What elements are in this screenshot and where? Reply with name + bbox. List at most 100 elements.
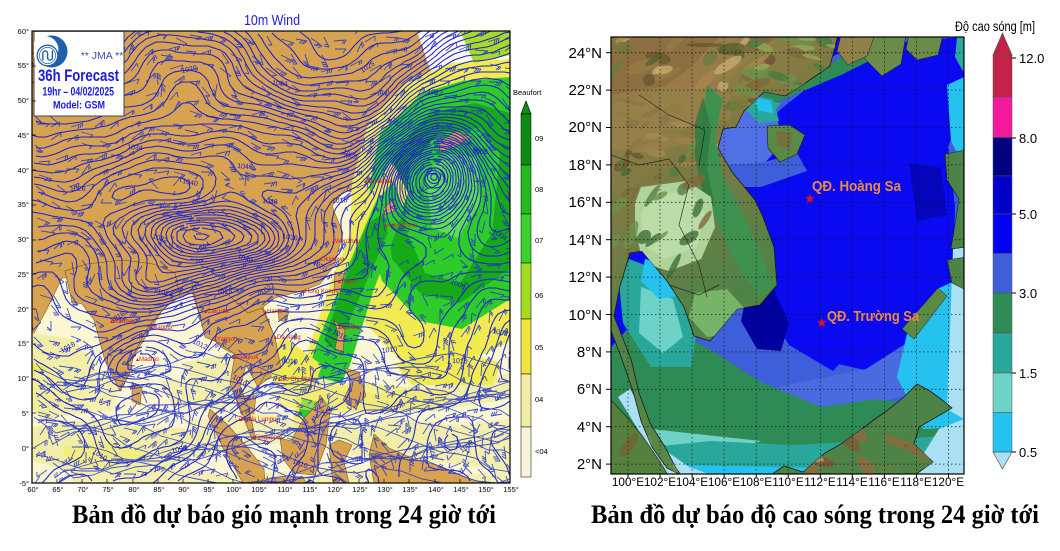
svg-text:12°N: 12°N — [568, 269, 602, 286]
svg-text:18°N: 18°N — [568, 157, 602, 174]
svg-text:114°E: 114°E — [836, 475, 868, 489]
svg-text:60°: 60° — [27, 485, 38, 494]
svg-text:12.0: 12.0 — [1019, 51, 1044, 66]
svg-text:8.0: 8.0 — [1019, 131, 1037, 146]
svg-text:65°: 65° — [52, 485, 63, 494]
svg-text:6°N: 6°N — [577, 381, 602, 398]
svg-text:08: 08 — [535, 185, 543, 194]
svg-text:40°: 40° — [18, 166, 29, 175]
svg-text:104°E: 104°E — [676, 475, 708, 489]
svg-text:<04: <04 — [535, 447, 548, 456]
svg-text:1020: 1020 — [181, 65, 198, 75]
svg-text:▴Da Nang: ▴Da Nang — [274, 335, 301, 341]
svg-text:1040: 1040 — [182, 178, 199, 188]
svg-text:5°: 5° — [22, 409, 29, 418]
svg-text:35°: 35° — [18, 200, 29, 209]
svg-text:▴Hanoi: ▴Hanoi — [264, 309, 283, 315]
svg-text:24°N: 24°N — [568, 45, 602, 62]
svg-text:100°E: 100°E — [612, 475, 644, 489]
svg-text:Bản đồ dự báo độ cao sóng tron: Bản đồ dự báo độ cao sóng trong 24 giờ t… — [591, 499, 1039, 529]
svg-text:112°E: 112°E — [804, 475, 836, 489]
svg-text:145°: 145° — [453, 485, 469, 494]
svg-text:1008: 1008 — [472, 148, 488, 156]
svg-text:▴Bombay: ▴Bombay — [110, 319, 135, 325]
svg-text:** JMA **: ** JMA ** — [81, 50, 124, 62]
svg-text:16°N: 16°N — [568, 194, 602, 211]
svg-text:1028: 1028 — [216, 288, 233, 297]
svg-text:8°N: 8°N — [577, 344, 602, 361]
svg-text:▴Okinawa: ▴Okinawa — [318, 257, 345, 263]
svg-text:▴Taipei: ▴Taipei — [338, 279, 357, 285]
svg-text:1046: 1046 — [237, 163, 253, 171]
svg-text:116°E: 116°E — [868, 475, 900, 489]
svg-text:▴Wenzhou: ▴Wenzhou — [332, 239, 360, 245]
svg-text:▴Yangon: ▴Yangon — [214, 337, 237, 343]
svg-text:108°E: 108°E — [740, 475, 772, 489]
svg-text:★: ★ — [816, 315, 828, 330]
svg-text:Model: GSM: Model: GSM — [53, 100, 105, 112]
svg-text:20°N: 20°N — [568, 119, 602, 136]
svg-text:110°: 110° — [278, 485, 293, 494]
svg-text:1012: 1012 — [427, 88, 444, 98]
svg-text:30°: 30° — [18, 235, 29, 244]
svg-text:1032: 1032 — [151, 233, 168, 245]
svg-text:-5°: -5° — [19, 479, 29, 488]
svg-text:106°E: 106°E — [708, 475, 740, 489]
svg-text:QĐ. Hoàng Sa: QĐ. Hoàng Sa — [812, 178, 902, 195]
svg-text:140°: 140° — [428, 485, 444, 494]
svg-text:1010: 1010 — [381, 346, 397, 355]
svg-text:1010: 1010 — [291, 458, 308, 470]
svg-text:1008: 1008 — [171, 445, 188, 455]
svg-text:05: 05 — [535, 343, 543, 352]
svg-text:36h Forecast: 36h Forecast — [38, 67, 119, 85]
svg-text:▴Shanghai: ▴Shanghai — [364, 179, 392, 185]
svg-text:120°: 120° — [327, 485, 343, 494]
svg-text:50°: 50° — [18, 96, 29, 105]
svg-text:125°: 125° — [352, 485, 368, 494]
svg-text:▴Kagoshima: ▴Kagoshima — [384, 223, 418, 229]
svg-text:19hr – 04/02/2025: 19hr – 04/02/2025 — [43, 87, 115, 99]
svg-text:1018: 1018 — [332, 197, 348, 205]
svg-text:70°: 70° — [77, 485, 88, 494]
svg-text:120°E: 120°E — [932, 475, 964, 489]
svg-text:Beaufort: Beaufort — [513, 88, 542, 97]
svg-text:22°N: 22°N — [568, 82, 602, 99]
svg-text:Bản đồ dự báo gió mạnh trong 2: Bản đồ dự báo gió mạnh trong 24 giờ tới — [72, 499, 496, 529]
svg-text:1048: 1048 — [262, 198, 278, 206]
svg-text:10°N: 10°N — [568, 307, 602, 324]
svg-text:04: 04 — [535, 395, 543, 404]
svg-text:0°: 0° — [22, 444, 29, 453]
svg-text:135°: 135° — [402, 485, 418, 494]
svg-text:▴Manila: ▴Manila — [338, 325, 359, 331]
svg-text:75°: 75° — [102, 485, 113, 494]
svg-text:06: 06 — [535, 291, 543, 300]
svg-text:90°: 90° — [178, 485, 189, 494]
svg-text:1.5: 1.5 — [1019, 366, 1037, 381]
svg-text:100°: 100° — [226, 485, 242, 494]
svg-text:▴Hong Kong: ▴Hong Kong — [302, 289, 335, 295]
svg-text:14°N: 14°N — [568, 232, 602, 249]
svg-text:3.0: 3.0 — [1019, 286, 1037, 301]
svg-text:1036: 1036 — [282, 233, 299, 242]
svg-text:95°: 95° — [203, 485, 214, 494]
svg-text:▴Ho Chi Minh: ▴Ho Chi Minh — [278, 377, 314, 383]
svg-text:155°: 155° — [503, 485, 519, 494]
svg-text:Độ cao sóng [m]: Độ cao sóng [m] — [955, 18, 1035, 34]
svg-text:1010: 1010 — [282, 358, 298, 366]
svg-text:102°E: 102°E — [644, 475, 676, 489]
svg-text:45°: 45° — [18, 131, 29, 140]
svg-text:110°E: 110°E — [772, 475, 804, 489]
svg-text:▴Kuala Lumpur: ▴Kuala Lumpur — [238, 417, 278, 423]
svg-text:1024: 1024 — [156, 288, 173, 299]
svg-text:1034: 1034 — [127, 144, 143, 152]
svg-text:▴Madras: ▴Madras — [136, 357, 159, 363]
svg-text:0.5: 0.5 — [1019, 445, 1037, 460]
svg-text:85°: 85° — [153, 485, 164, 494]
svg-text:▴Calcutta: ▴Calcutta — [204, 309, 230, 315]
svg-text:15°: 15° — [18, 339, 29, 348]
svg-text:10°: 10° — [18, 374, 29, 383]
svg-text:105°: 105° — [251, 485, 267, 494]
svg-text:QĐ. Trường Sa: QĐ. Trường Sa — [827, 308, 920, 325]
svg-text:1026: 1026 — [70, 186, 86, 193]
svg-text:80°: 80° — [128, 485, 139, 494]
